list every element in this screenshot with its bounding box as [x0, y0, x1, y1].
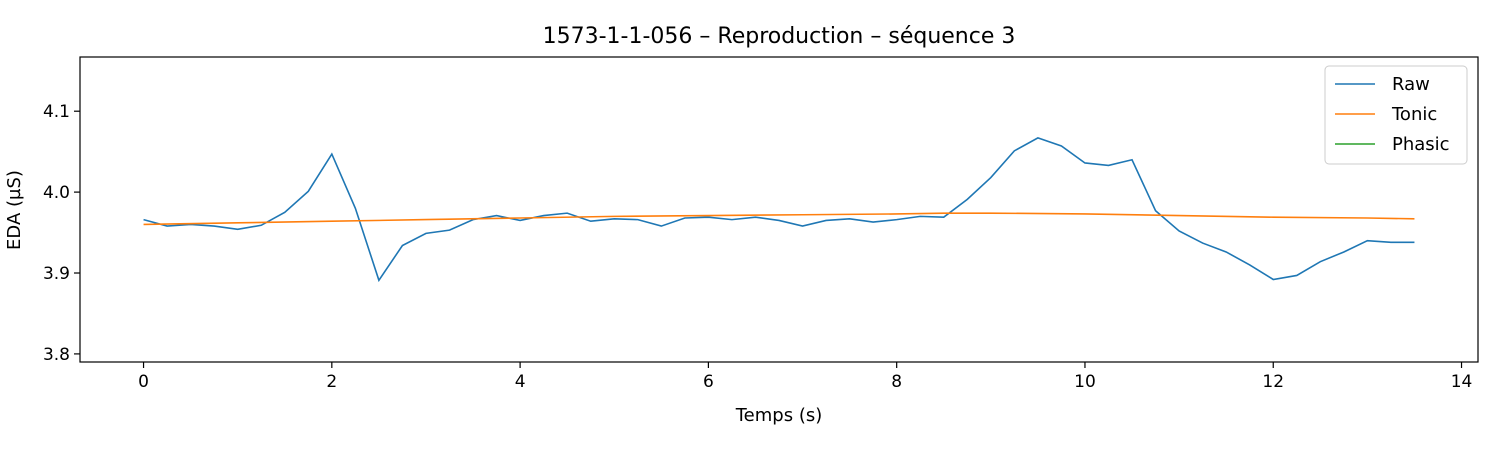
y-tick-label: 3.8: [43, 345, 70, 365]
x-tick-label: 6: [703, 372, 714, 392]
x-tick-label: 2: [326, 372, 337, 392]
y-axis: 3.8 3.9 4.0 4.1: [43, 102, 80, 365]
legend-label-phasic: Phasic: [1392, 134, 1450, 155]
x-axis: 0 2 4 6 8 10 12 14: [138, 362, 1472, 392]
chart-title: 1573-1-1-056 – Reproduction – séquence 3: [543, 24, 1016, 49]
y-tick-label: 3.9: [43, 264, 70, 284]
legend: Raw Tonic Phasic: [1324, 65, 1468, 165]
x-tick-label: 0: [138, 372, 149, 392]
legend-label-tonic: Tonic: [1391, 104, 1437, 125]
series-line-tonic: [143, 212, 1415, 226]
y-tick-label: 4.0: [43, 183, 70, 203]
x-tick-label: 14: [1451, 372, 1473, 392]
y-tick-label: 4.1: [43, 102, 70, 122]
y-axis-label: EDA (µS): [4, 170, 25, 250]
x-tick-label: 10: [1074, 372, 1096, 392]
plot-frame: [79, 56, 1479, 363]
x-tick-label: 12: [1262, 372, 1284, 392]
x-tick-label: 8: [891, 372, 902, 392]
x-tick-label: 4: [515, 372, 526, 392]
x-axis-label: Temps (s): [735, 405, 823, 426]
series-line-raw: [143, 137, 1415, 283]
plot-area: [143, 137, 1415, 283]
legend-box: [1324, 65, 1468, 165]
legend-label-raw: Raw: [1392, 74, 1430, 95]
